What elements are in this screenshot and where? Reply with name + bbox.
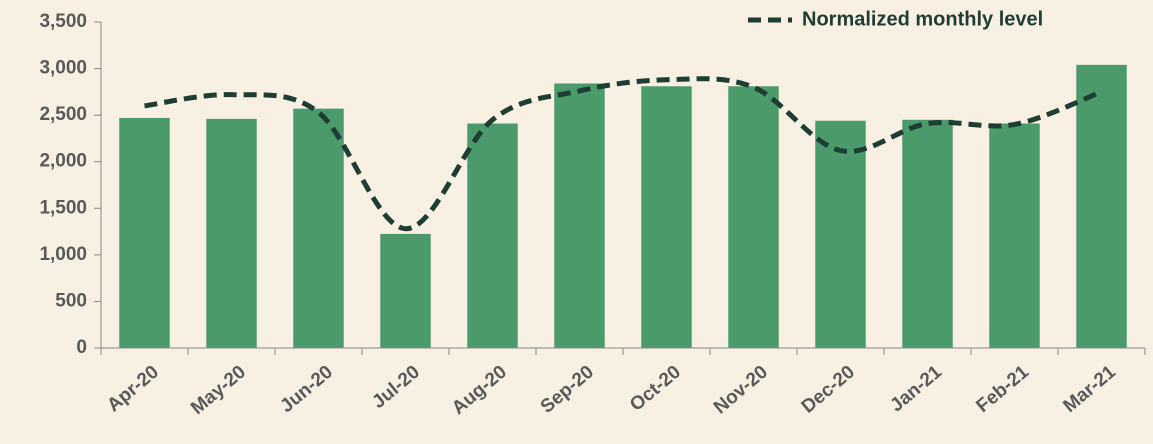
bar [641, 86, 692, 349]
x-tick-label: Apr-20 [103, 362, 163, 417]
bar [119, 117, 170, 349]
bar [989, 123, 1040, 348]
legend-label: Normalized monthly level [802, 8, 1043, 30]
x-tick-label: Jun-20 [277, 362, 337, 417]
bar [293, 108, 344, 348]
y-tick-label: 2,500 [39, 104, 87, 125]
y-tick-label: 3,000 [39, 58, 87, 79]
x-tick-label: Dec-20 [798, 362, 859, 418]
y-tick-label: 1,500 [39, 197, 87, 218]
bar [467, 123, 518, 348]
bar [380, 233, 431, 348]
x-tick-label: Nov-20 [710, 362, 772, 419]
y-tick-label: 500 [55, 290, 87, 311]
bar [554, 83, 605, 348]
x-tick-label: Sep-20 [537, 362, 598, 418]
bar [902, 119, 953, 348]
x-tick-label: Jan-21 [886, 361, 946, 416]
x-tick-label: Jul-20 [368, 362, 424, 413]
y-tick-label: 0 [76, 337, 87, 358]
x-tick-label: Mar-21 [1060, 361, 1121, 417]
y-tick-label: 2,000 [39, 151, 87, 172]
x-tick-label: Aug-20 [448, 362, 511, 419]
bar [1076, 64, 1127, 349]
bar [728, 86, 779, 349]
line-series [144, 76, 1103, 232]
y-tick-label: 1,000 [39, 244, 87, 265]
bar [206, 118, 257, 349]
x-tick-label: Feb-21 [973, 361, 1034, 417]
x-tick-label: May-20 [187, 362, 250, 419]
bar [815, 120, 866, 348]
y-tick-label: 3,500 [39, 11, 87, 32]
x-tick-label: Oct-20 [626, 362, 685, 416]
